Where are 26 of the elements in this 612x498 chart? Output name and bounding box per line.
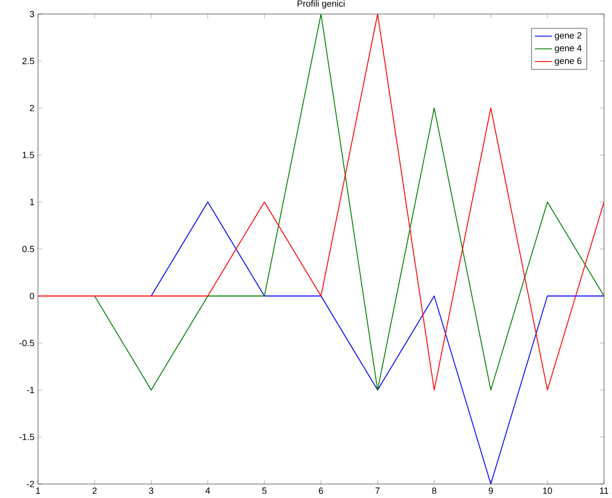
y-tick-label: 2.5 [22,58,34,64]
x-tick-label: 11 [600,488,608,494]
x-tick-label: 1 [36,488,40,494]
x-tick-label: 9 [488,488,493,494]
y-tick-label: 2 [30,104,34,112]
chart-title: Profili genici [298,0,345,8]
y-tick-label: 1.5 [22,152,34,158]
legend-label: gene 4 [554,45,582,54]
x-tick-label: 6 [318,488,324,494]
y-tick-label: -1 [26,386,34,394]
y-tick-label: 0.5 [22,246,34,252]
x-tick-label: 7 [376,488,380,494]
legend-label: gene 6 [554,58,582,66]
legend-label: gene 2 [554,32,582,40]
y-tick-label: 0 [30,292,34,300]
x-tick-label: 2 [92,488,97,494]
x-tick-label: 10 [543,488,552,494]
y-tick-label: -2 [26,480,34,488]
x-tick-label: 4 [206,488,210,494]
x-tick-label: 8 [432,488,436,494]
y-tick-label: 1 [30,198,34,206]
y-tick-label: 3 [30,10,34,18]
y-tick-label: -1.5 [19,434,34,440]
x-tick-label: 3 [149,488,154,494]
x-tick-label: 5 [262,488,267,494]
y-tick-label: -0.5 [19,340,34,346]
